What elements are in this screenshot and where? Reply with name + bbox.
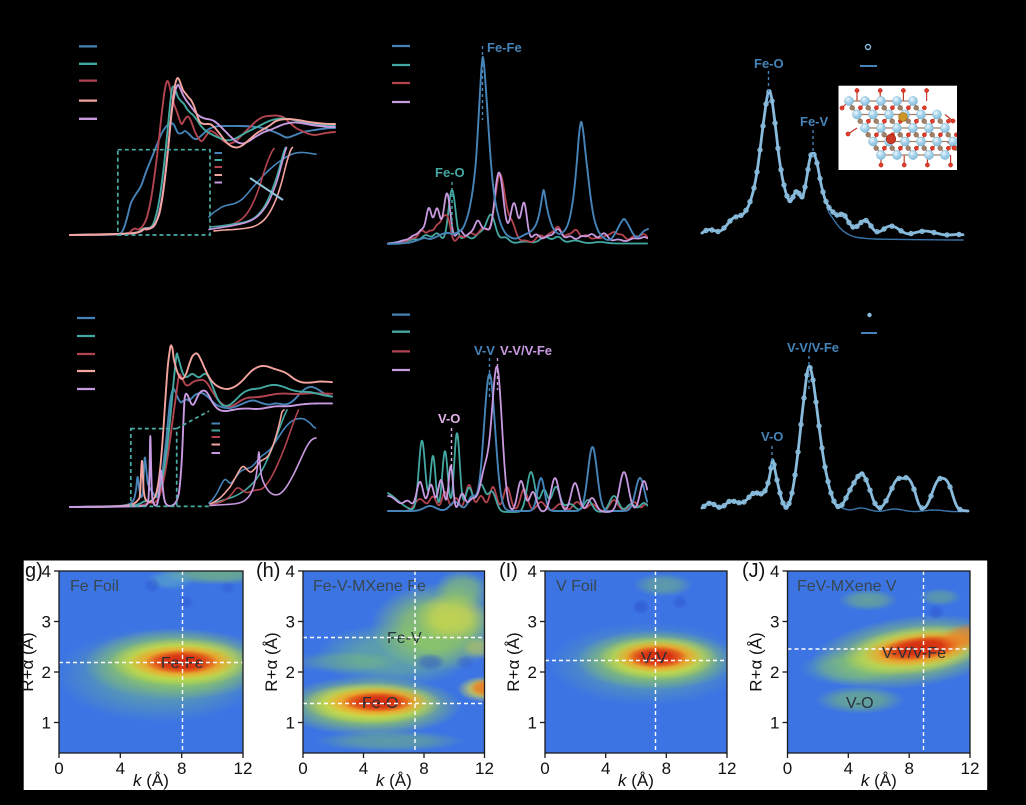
svg-text:g): g) [25, 560, 43, 582]
svg-text:3: 3 [42, 613, 51, 632]
svg-text:V-O: V-O [846, 695, 874, 712]
svg-text:3: 3 [770, 613, 779, 632]
svg-text:12: 12 [961, 759, 980, 778]
svg-text:V-V/V-Fe: V-V/V-Fe [882, 645, 946, 662]
svg-text:1: 1 [286, 714, 295, 733]
svg-text:k (Å): k (Å) [618, 771, 654, 790]
svg-text:0: 0 [540, 759, 549, 778]
svg-text:8: 8 [904, 759, 913, 778]
svg-text:8: 8 [662, 759, 671, 778]
svg-text:4: 4 [528, 562, 537, 581]
svg-text:4: 4 [770, 562, 779, 581]
svg-text:R+α (Å): R+α (Å) [262, 632, 281, 691]
svg-text:12: 12 [475, 759, 494, 778]
svg-text:V-O: V-O [438, 411, 460, 426]
svg-text:R+α (Å): R+α (Å) [504, 632, 523, 691]
svg-text:k (Å): k (Å) [376, 771, 412, 790]
svg-text:2: 2 [42, 663, 51, 682]
svg-text:Fe-O: Fe-O [754, 56, 784, 71]
svg-text:0: 0 [54, 759, 63, 778]
svg-text:8: 8 [177, 759, 186, 778]
svg-text:4: 4 [116, 759, 125, 778]
svg-text:3: 3 [286, 613, 295, 632]
svg-text:V-V/V-Fe: V-V/V-Fe [500, 343, 552, 358]
svg-text:12: 12 [718, 759, 737, 778]
svg-text:0: 0 [298, 759, 307, 778]
svg-text:4: 4 [42, 562, 51, 581]
svg-text:k (Å): k (Å) [133, 771, 169, 790]
svg-text:1: 1 [528, 714, 537, 733]
svg-text:k (Å): k (Å) [861, 771, 897, 790]
svg-text:2: 2 [286, 663, 295, 682]
svg-text:(h): (h) [256, 560, 280, 582]
svg-text:8: 8 [419, 759, 428, 778]
svg-text:R+α (Å): R+α (Å) [747, 632, 766, 691]
svg-text:Fe-V-MXene Fe: Fe-V-MXene Fe [313, 578, 426, 595]
svg-text:4: 4 [601, 759, 610, 778]
svg-text:V-V: V-V [474, 343, 495, 358]
svg-text:2: 2 [528, 663, 537, 682]
svg-text:4: 4 [359, 759, 368, 778]
svg-text:4: 4 [844, 759, 853, 778]
svg-text:Fe-O: Fe-O [435, 165, 465, 180]
svg-text:V Foil: V Foil [556, 578, 597, 595]
svg-text:Fe-V: Fe-V [387, 630, 422, 647]
svg-text:Fe Foil: Fe Foil [70, 578, 119, 595]
svg-text:0: 0 [783, 759, 792, 778]
svg-text:Fe-V: Fe-V [800, 114, 829, 129]
svg-text:3: 3 [528, 613, 537, 632]
svg-text:R+α (Å): R+α (Å) [18, 632, 37, 691]
svg-text:Fe-Fe: Fe-Fe [487, 40, 522, 55]
svg-text:(J): (J) [742, 560, 765, 582]
svg-text:1: 1 [42, 714, 51, 733]
svg-text:V-O: V-O [761, 429, 783, 444]
svg-text:V-V/V-Fe: V-V/V-Fe [787, 340, 839, 355]
svg-text:(I): (I) [499, 560, 518, 582]
svg-text:1: 1 [770, 714, 779, 733]
svg-text:2: 2 [770, 663, 779, 682]
svg-text:12: 12 [234, 759, 253, 778]
svg-text:FeV-MXene V: FeV-MXene V [797, 578, 897, 595]
svg-text:V-V: V-V [641, 650, 667, 667]
svg-text:4: 4 [286, 562, 295, 581]
